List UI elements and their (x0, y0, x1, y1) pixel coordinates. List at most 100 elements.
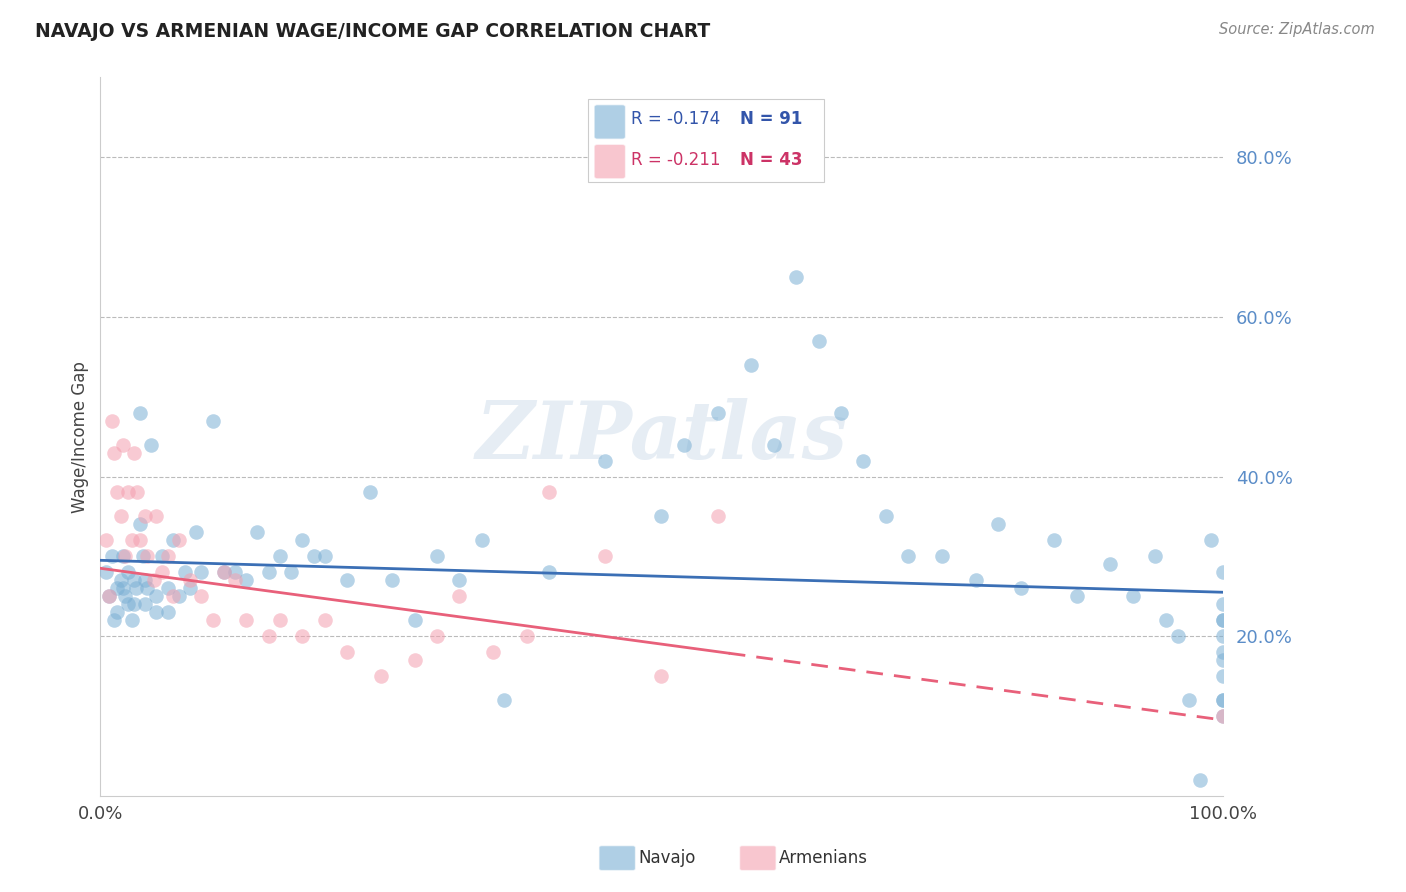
Point (128, 517, 150, 532)
Point (314, 549, 336, 564)
FancyBboxPatch shape (595, 145, 626, 178)
FancyBboxPatch shape (589, 99, 824, 182)
Text: ZIPatlas: ZIPatlas (475, 398, 848, 475)
Point (179, 581, 201, 595)
Point (121, 533, 143, 548)
Point (269, 549, 291, 564)
Point (516, 629, 538, 643)
Point (1144, 549, 1167, 564)
Point (111, 581, 134, 595)
Point (381, 574, 404, 588)
Point (122, 597, 145, 611)
Point (98, 589, 121, 603)
Point (111, 437, 134, 451)
Point (162, 533, 184, 548)
Point (121, 613, 143, 627)
Text: NAVAJO VS ARMENIAN WAGE/INCOME GAP CORRELATION CHART: NAVAJO VS ARMENIAN WAGE/INCOME GAP CORRE… (35, 22, 710, 41)
Point (167, 589, 190, 603)
Point (1211, 669, 1233, 683)
Point (105, 605, 128, 619)
Point (965, 574, 987, 588)
Point (1211, 709, 1233, 723)
Point (103, 445, 125, 459)
Point (156, 605, 179, 619)
Point (931, 549, 953, 564)
Point (224, 574, 246, 588)
Point (94, 533, 117, 548)
Point (1043, 533, 1066, 548)
Point (117, 566, 139, 580)
Point (762, 437, 785, 451)
Point (449, 589, 471, 603)
Point (482, 645, 505, 659)
Point (1211, 693, 1233, 707)
Point (1178, 693, 1201, 707)
Point (132, 549, 155, 564)
Text: Navajo: Navajo (638, 849, 696, 867)
Point (134, 509, 156, 524)
Point (111, 549, 134, 564)
Point (404, 613, 426, 627)
Point (1211, 693, 1233, 707)
Text: R = -0.211: R = -0.211 (631, 151, 721, 169)
Point (128, 406, 150, 420)
Point (336, 574, 359, 588)
Point (224, 566, 246, 580)
Point (179, 574, 201, 588)
Text: Source: ZipAtlas.com: Source: ZipAtlas.com (1219, 22, 1375, 37)
Point (136, 549, 159, 564)
Point (94, 566, 117, 580)
Point (830, 406, 852, 420)
Point (314, 613, 336, 627)
Point (740, 358, 762, 372)
Point (987, 517, 1010, 532)
Point (538, 566, 561, 580)
Point (706, 509, 728, 524)
Point (1156, 613, 1178, 627)
Point (139, 437, 162, 451)
Point (785, 270, 807, 285)
Text: Armenians: Armenians (779, 849, 868, 867)
Point (100, 414, 122, 428)
Point (105, 485, 128, 500)
Point (98, 589, 121, 603)
Point (257, 566, 280, 580)
Point (426, 629, 449, 643)
Point (1211, 597, 1233, 611)
Point (359, 485, 381, 500)
Point (1201, 533, 1223, 548)
Point (291, 629, 314, 643)
Point (269, 613, 291, 627)
Point (145, 509, 167, 524)
Point (1189, 772, 1212, 787)
Point (134, 574, 156, 588)
Point (162, 589, 184, 603)
Point (105, 581, 128, 595)
Point (494, 693, 516, 707)
Point (212, 566, 235, 580)
Point (127, 485, 149, 500)
Point (143, 574, 166, 588)
Point (449, 574, 471, 588)
Point (110, 574, 132, 588)
Point (650, 509, 672, 524)
Point (1211, 566, 1233, 580)
Point (426, 549, 449, 564)
Point (246, 525, 269, 540)
Point (212, 566, 235, 580)
Point (235, 613, 257, 627)
Point (1211, 613, 1233, 627)
Point (1211, 629, 1233, 643)
Point (235, 574, 257, 588)
Point (190, 566, 212, 580)
Y-axis label: Wage/Income Gap: Wage/Income Gap (72, 360, 89, 513)
Point (103, 613, 125, 627)
Point (190, 589, 212, 603)
Point (336, 645, 359, 659)
Point (291, 533, 314, 548)
Point (156, 549, 179, 564)
Point (404, 653, 426, 667)
Point (1010, 581, 1032, 595)
Point (875, 509, 897, 524)
Point (122, 445, 145, 459)
